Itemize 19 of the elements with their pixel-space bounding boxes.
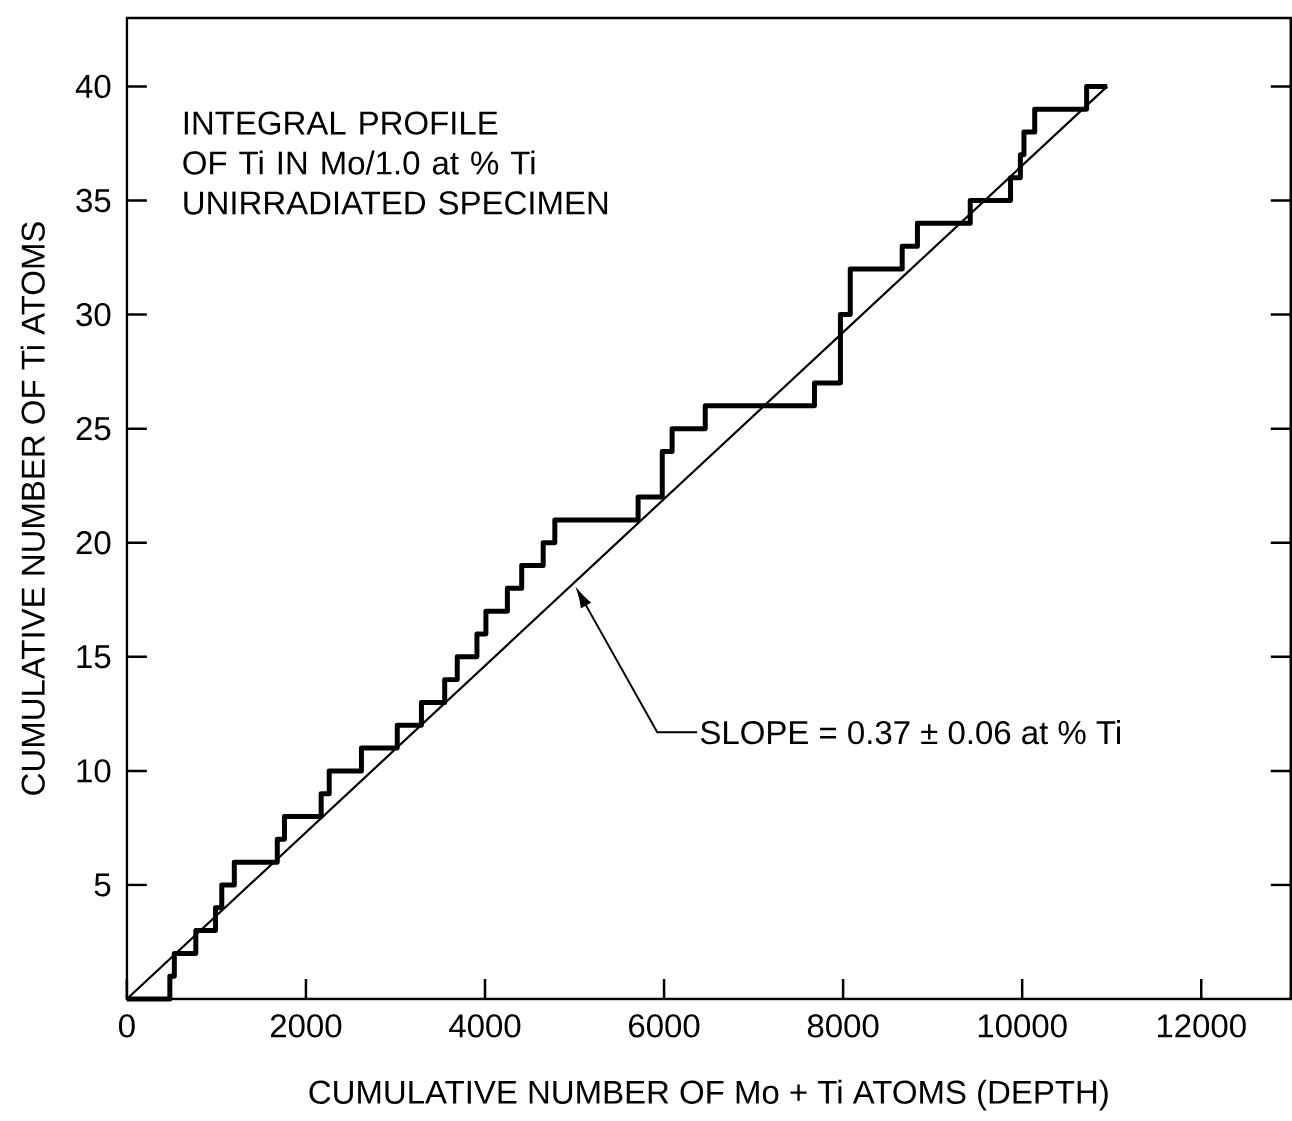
y-tick-label: 10	[77, 759, 111, 783]
x-tick-label: 8000	[807, 1014, 879, 1038]
y-tick-label: 20	[76, 530, 111, 555]
annotation: SLOPE = 0.37 ± 0.06 at % Ti	[700, 719, 1120, 745]
y-tick-label: 30	[76, 302, 111, 327]
x-tick-label: 2000	[270, 1014, 342, 1038]
y-tick-label: 35	[76, 188, 111, 212]
x-tick-label: 6000	[629, 1014, 700, 1038]
x-tick-label: 12000	[1157, 1014, 1246, 1038]
y-tick-label: 25	[76, 416, 111, 441]
y-tick-label: 15	[77, 645, 111, 669]
x-tick-label: 4000	[449, 1014, 521, 1038]
text: INTEGRAL PROFILE OF Ti IN Mo/1.0 at % Ti UNIRRADIATED SPECIMEN	[183, 111, 608, 215]
x-axis-title: CUMULATIVE NUMBER OF Mo + Ti ATOMS (DEPTH)	[309, 1079, 1108, 1111]
y-tick-label: 5	[94, 873, 111, 897]
y-axis-title: CUMULATIVE NUMBER OF Ti ATOMS	[20, 221, 45, 795]
x-tick-label: 0	[119, 1014, 135, 1038]
x-tick-label: 10000	[978, 1014, 1067, 1038]
y-tick-label: 40	[75, 74, 111, 98]
